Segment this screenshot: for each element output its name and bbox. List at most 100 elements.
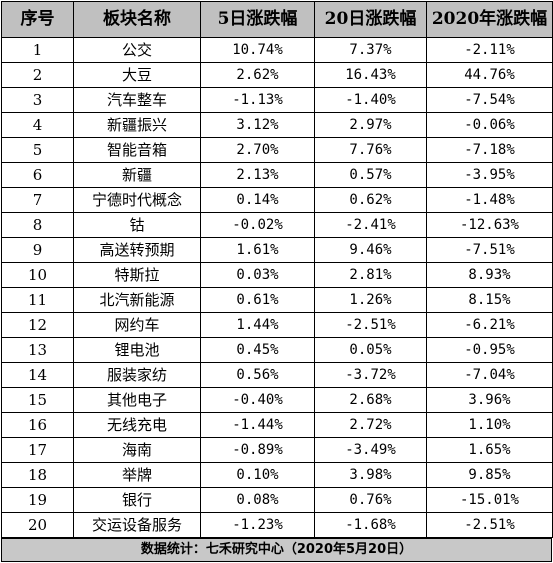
row-sector-name: 其他电子 [73, 387, 201, 413]
row-2020-change: -7.18% [426, 137, 553, 163]
row-sector-name: 锂电池 [73, 337, 201, 363]
row-sector-name: 交运设备服务 [73, 512, 201, 538]
row-5d-change: -0.02% [200, 212, 315, 238]
row-20d-change: 2.97% [314, 112, 427, 138]
row-20d-change: 0.05% [314, 337, 427, 363]
row-5d-change: 3.12% [200, 112, 315, 138]
row-index: 8 [1, 212, 74, 238]
row-2020-change: -2.11% [426, 37, 553, 63]
row-sector-name: 高送转预期 [73, 237, 201, 263]
table-row: 7 宁德时代概念 0.14% 0.62% -1.48% [1, 187, 553, 213]
row-sector-name: 宁德时代概念 [73, 187, 201, 213]
row-sector-name: 汽车整车 [73, 87, 201, 113]
row-index: 6 [1, 162, 74, 188]
row-2020-change: 9.85% [426, 462, 553, 488]
row-5d-change: 0.61% [200, 287, 315, 313]
row-index: 15 [1, 387, 74, 413]
row-20d-change: 2.68% [314, 387, 427, 413]
row-2020-change: -0.95% [426, 337, 553, 363]
table-row: 19 银行 0.08% 0.76% -15.01% [1, 487, 553, 513]
row-2020-change: 1.65% [426, 437, 553, 463]
table-row: 15 其他电子 -0.40% 2.68% 3.96% [1, 387, 553, 413]
row-2020-change: -3.95% [426, 162, 553, 188]
row-2020-change: -7.51% [426, 237, 553, 263]
row-5d-change: -1.23% [200, 512, 315, 538]
row-2020-change: -6.21% [426, 312, 553, 338]
table-row: 2 大豆 2.62% 16.43% 44.76% [1, 62, 553, 88]
row-index: 11 [1, 287, 74, 313]
row-5d-change: 2.62% [200, 62, 315, 88]
table-row: 20 交运设备服务 -1.23% -1.68% -2.51% [1, 512, 553, 538]
row-20d-change: 7.76% [314, 137, 427, 163]
row-5d-change: 0.45% [200, 337, 315, 363]
row-20d-change: 0.62% [314, 187, 427, 213]
row-index: 16 [1, 412, 74, 438]
table-row: 1 公交 10.74% 7.37% -2.11% [1, 37, 553, 63]
row-index: 20 [1, 512, 74, 538]
header-sector: 板块名称 [73, 1, 201, 38]
row-5d-change: -0.40% [200, 387, 315, 413]
row-sector-name: 无线充电 [73, 412, 201, 438]
row-sector-name: 网约车 [73, 312, 201, 338]
row-index: 18 [1, 462, 74, 488]
row-2020-change: -1.48% [426, 187, 553, 213]
sector-table: 序号 板块名称 5日涨跌幅 20日涨跌幅 2020年涨跌幅 1 公交 10.74% 7… [1, 1, 553, 538]
table-row: 8 钴 -0.02% -2.41% -12.63% [1, 212, 553, 238]
row-2020-change: -7.54% [426, 87, 553, 113]
row-20d-change: 9.46% [314, 237, 427, 263]
row-index: 14 [1, 362, 74, 388]
row-2020-change: -2.51% [426, 512, 553, 538]
table-row: 14 服装家纺 0.56% -3.72% -7.04% [1, 362, 553, 388]
row-index: 10 [1, 262, 74, 288]
row-20d-change: 0.76% [314, 487, 427, 513]
row-2020-change: -15.01% [426, 487, 553, 513]
table-row: 6 新疆 2.13% 0.57% -3.95% [1, 162, 553, 188]
row-2020-change: 3.96% [426, 387, 553, 413]
header-2020-change: 2020年涨跌幅 [426, 1, 553, 38]
row-20d-change: -2.51% [314, 312, 427, 338]
row-5d-change: -1.13% [200, 87, 315, 113]
row-5d-change: 0.14% [200, 187, 315, 213]
row-20d-change: 2.81% [314, 262, 427, 288]
row-sector-name: 服装家纺 [73, 362, 201, 388]
row-sector-name: 钴 [73, 212, 201, 238]
header-5d-change: 5日涨跌幅 [200, 1, 315, 38]
row-2020-change: 44.76% [426, 62, 553, 88]
row-sector-name: 大豆 [73, 62, 201, 88]
row-index: 13 [1, 337, 74, 363]
row-5d-change: 2.70% [200, 137, 315, 163]
row-5d-change: -0.89% [200, 437, 315, 463]
row-sector-name: 新疆 [73, 162, 201, 188]
row-20d-change: -3.72% [314, 362, 427, 388]
table-body: 1 公交 10.74% 7.37% -2.11% 2 大豆 2.62% 16.43% 44.76%… [1, 37, 553, 538]
row-index: 4 [1, 112, 74, 138]
row-20d-change: 7.37% [314, 37, 427, 63]
row-index: 2 [1, 62, 74, 88]
row-sector-name: 新疆振兴 [73, 112, 201, 138]
source-footer: 数据统计：七禾研究中心（2020年5月20日） [1, 538, 552, 562]
row-5d-change: 2.13% [200, 162, 315, 188]
row-sector-name: 北汽新能源 [73, 287, 201, 313]
row-20d-change: -1.40% [314, 87, 427, 113]
header-index: 序号 [1, 1, 74, 38]
row-20d-change: -3.49% [314, 437, 427, 463]
row-index: 1 [1, 37, 74, 63]
table-row: 11 北汽新能源 0.61% 1.26% 8.15% [1, 287, 553, 313]
row-2020-change: -0.06% [426, 112, 553, 138]
table-row: 5 智能音箱 2.70% 7.76% -7.18% [1, 137, 553, 163]
row-index: 17 [1, 437, 74, 463]
row-5d-change: 1.61% [200, 237, 315, 263]
row-2020-change: -12.63% [426, 212, 553, 238]
row-5d-change: 0.08% [200, 487, 315, 513]
table-row: 13 锂电池 0.45% 0.05% -0.95% [1, 337, 553, 363]
row-index: 5 [1, 137, 74, 163]
row-2020-change: 1.10% [426, 412, 553, 438]
row-index: 12 [1, 312, 74, 338]
row-index: 19 [1, 487, 74, 513]
row-2020-change: 8.15% [426, 287, 553, 313]
row-sector-name: 智能音箱 [73, 137, 201, 163]
row-sector-name: 举牌 [73, 462, 201, 488]
table-row: 12 网约车 1.44% -2.51% -6.21% [1, 312, 553, 338]
row-sector-name: 特斯拉 [73, 262, 201, 288]
